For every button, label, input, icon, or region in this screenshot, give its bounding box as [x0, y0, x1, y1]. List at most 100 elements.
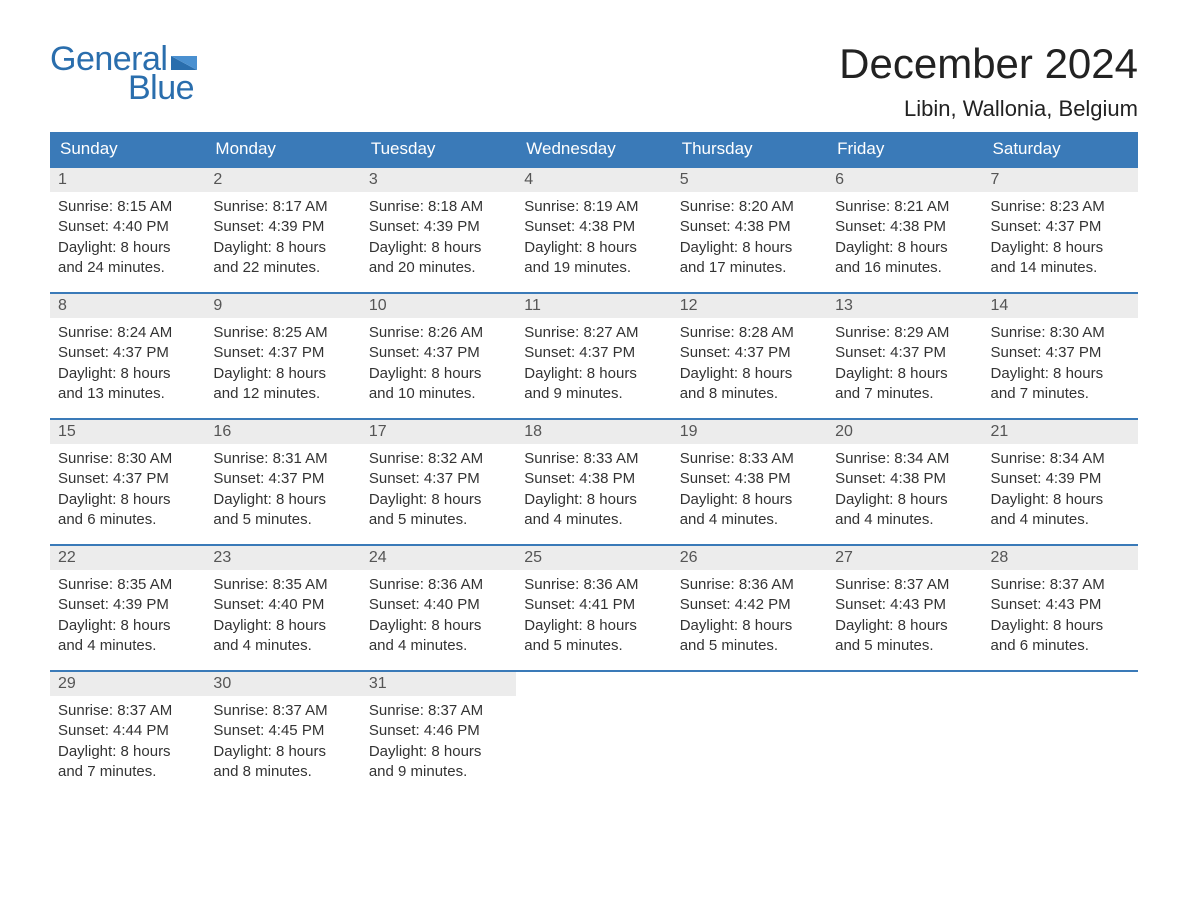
day-header-row: Sunday Monday Tuesday Wednesday Thursday… — [50, 132, 1138, 166]
day-day1: Daylight: 8 hours — [835, 238, 974, 258]
week-row: 1Sunrise: 8:15 AMSunset: 4:40 PMDaylight… — [50, 166, 1138, 292]
calendar-day: 29Sunrise: 8:37 AMSunset: 4:44 PMDayligh… — [50, 672, 205, 796]
day-sunset: Sunset: 4:39 PM — [991, 469, 1130, 489]
day-sunrise: Sunrise: 8:17 AM — [213, 197, 352, 217]
day-content: Sunrise: 8:27 AMSunset: 4:37 PMDaylight:… — [516, 318, 671, 418]
calendar-day: 14Sunrise: 8:30 AMSunset: 4:37 PMDayligh… — [983, 294, 1138, 418]
day-sunrise: Sunrise: 8:34 AM — [991, 449, 1130, 469]
day-day2: and 7 minutes. — [991, 384, 1130, 404]
week-row: 29Sunrise: 8:37 AMSunset: 4:44 PMDayligh… — [50, 670, 1138, 796]
day-sunrise: Sunrise: 8:37 AM — [991, 575, 1130, 595]
day-number: 19 — [672, 420, 827, 444]
day-sunset: Sunset: 4:41 PM — [524, 595, 663, 615]
logo: General Blue — [50, 40, 197, 108]
calendar-day: 10Sunrise: 8:26 AMSunset: 4:37 PMDayligh… — [361, 294, 516, 418]
day-day1: Daylight: 8 hours — [58, 742, 197, 762]
day-number: 27 — [827, 546, 982, 570]
day-content: Sunrise: 8:25 AMSunset: 4:37 PMDaylight:… — [205, 318, 360, 418]
day-day1: Daylight: 8 hours — [524, 364, 663, 384]
day-sunset: Sunset: 4:45 PM — [213, 721, 352, 741]
day-day2: and 9 minutes. — [524, 384, 663, 404]
day-sunset: Sunset: 4:37 PM — [680, 343, 819, 363]
calendar-day: 18Sunrise: 8:33 AMSunset: 4:38 PMDayligh… — [516, 420, 671, 544]
day-day2: and 24 minutes. — [58, 258, 197, 278]
calendar-day — [672, 672, 827, 796]
dayheader-tuesday: Tuesday — [361, 132, 516, 166]
day-number: 29 — [50, 672, 205, 696]
day-day2: and 4 minutes. — [213, 636, 352, 656]
day-content: Sunrise: 8:15 AMSunset: 4:40 PMDaylight:… — [50, 192, 205, 292]
day-sunrise: Sunrise: 8:32 AM — [369, 449, 508, 469]
day-day1: Daylight: 8 hours — [835, 616, 974, 636]
day-sunset: Sunset: 4:38 PM — [680, 469, 819, 489]
calendar-day: 24Sunrise: 8:36 AMSunset: 4:40 PMDayligh… — [361, 546, 516, 670]
day-sunset: Sunset: 4:38 PM — [835, 469, 974, 489]
calendar-day — [983, 672, 1138, 796]
day-sunrise: Sunrise: 8:37 AM — [213, 701, 352, 721]
day-day2: and 4 minutes. — [680, 510, 819, 530]
day-sunrise: Sunrise: 8:35 AM — [58, 575, 197, 595]
day-sunset: Sunset: 4:37 PM — [991, 217, 1130, 237]
day-number: 25 — [516, 546, 671, 570]
day-sunrise: Sunrise: 8:21 AM — [835, 197, 974, 217]
day-number: 9 — [205, 294, 360, 318]
day-number: 18 — [516, 420, 671, 444]
day-day1: Daylight: 8 hours — [58, 490, 197, 510]
day-day2: and 17 minutes. — [680, 258, 819, 278]
calendar-day — [516, 672, 671, 796]
dayheader-sunday: Sunday — [50, 132, 205, 166]
day-sunset: Sunset: 4:40 PM — [369, 595, 508, 615]
day-content: Sunrise: 8:37 AMSunset: 4:43 PMDaylight:… — [983, 570, 1138, 670]
calendar-day: 12Sunrise: 8:28 AMSunset: 4:37 PMDayligh… — [672, 294, 827, 418]
day-day1: Daylight: 8 hours — [991, 616, 1130, 636]
day-day2: and 8 minutes. — [213, 762, 352, 782]
week-row: 8Sunrise: 8:24 AMSunset: 4:37 PMDaylight… — [50, 292, 1138, 418]
day-sunset: Sunset: 4:40 PM — [213, 595, 352, 615]
day-sunrise: Sunrise: 8:30 AM — [991, 323, 1130, 343]
day-day1: Daylight: 8 hours — [213, 742, 352, 762]
day-content: Sunrise: 8:24 AMSunset: 4:37 PMDaylight:… — [50, 318, 205, 418]
day-day1: Daylight: 8 hours — [58, 238, 197, 258]
day-day1: Daylight: 8 hours — [524, 490, 663, 510]
day-number: 30 — [205, 672, 360, 696]
calendar-day: 20Sunrise: 8:34 AMSunset: 4:38 PMDayligh… — [827, 420, 982, 544]
day-sunrise: Sunrise: 8:29 AM — [835, 323, 974, 343]
day-sunrise: Sunrise: 8:30 AM — [58, 449, 197, 469]
day-content: Sunrise: 8:37 AMSunset: 4:45 PMDaylight:… — [205, 696, 360, 796]
day-sunrise: Sunrise: 8:36 AM — [680, 575, 819, 595]
day-day2: and 14 minutes. — [991, 258, 1130, 278]
day-content: Sunrise: 8:30 AMSunset: 4:37 PMDaylight:… — [983, 318, 1138, 418]
day-sunrise: Sunrise: 8:23 AM — [991, 197, 1130, 217]
day-day1: Daylight: 8 hours — [680, 238, 819, 258]
day-sunrise: Sunrise: 8:20 AM — [680, 197, 819, 217]
day-sunset: Sunset: 4:37 PM — [58, 469, 197, 489]
day-number: 10 — [361, 294, 516, 318]
day-content: Sunrise: 8:26 AMSunset: 4:37 PMDaylight:… — [361, 318, 516, 418]
day-day2: and 20 minutes. — [369, 258, 508, 278]
day-sunset: Sunset: 4:37 PM — [369, 469, 508, 489]
day-content: Sunrise: 8:35 AMSunset: 4:39 PMDaylight:… — [50, 570, 205, 670]
day-number: 15 — [50, 420, 205, 444]
day-sunset: Sunset: 4:37 PM — [524, 343, 663, 363]
day-number: 31 — [361, 672, 516, 696]
day-day2: and 4 minutes. — [835, 510, 974, 530]
day-number: 16 — [205, 420, 360, 444]
day-number: 17 — [361, 420, 516, 444]
day-sunset: Sunset: 4:37 PM — [58, 343, 197, 363]
calendar-day: 21Sunrise: 8:34 AMSunset: 4:39 PMDayligh… — [983, 420, 1138, 544]
calendar-day: 22Sunrise: 8:35 AMSunset: 4:39 PMDayligh… — [50, 546, 205, 670]
day-number: 1 — [50, 168, 205, 192]
calendar: Sunday Monday Tuesday Wednesday Thursday… — [50, 132, 1138, 796]
day-content: Sunrise: 8:28 AMSunset: 4:37 PMDaylight:… — [672, 318, 827, 418]
title-block: December 2024 Libin, Wallonia, Belgium — [839, 40, 1138, 122]
day-day1: Daylight: 8 hours — [835, 364, 974, 384]
day-content: Sunrise: 8:20 AMSunset: 4:38 PMDaylight:… — [672, 192, 827, 292]
dayheader-monday: Monday — [205, 132, 360, 166]
day-day2: and 12 minutes. — [213, 384, 352, 404]
day-day1: Daylight: 8 hours — [369, 364, 508, 384]
day-content: Sunrise: 8:30 AMSunset: 4:37 PMDaylight:… — [50, 444, 205, 544]
day-sunrise: Sunrise: 8:37 AM — [835, 575, 974, 595]
day-sunrise: Sunrise: 8:37 AM — [58, 701, 197, 721]
day-number: 13 — [827, 294, 982, 318]
day-sunset: Sunset: 4:46 PM — [369, 721, 508, 741]
